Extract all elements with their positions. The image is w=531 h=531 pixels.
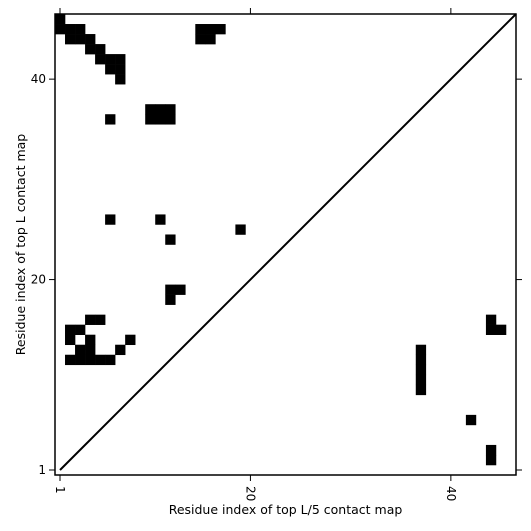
contact-cell [155, 104, 166, 115]
contact-cell [105, 114, 116, 125]
contact-cell [115, 64, 126, 75]
contact-cell [95, 314, 106, 325]
contact-cell [65, 24, 76, 35]
contact-cell [415, 384, 427, 396]
axis-ticks: 1 20 40 1 20 40 [31, 8, 522, 501]
contact-cell [175, 284, 186, 295]
contact-cell [115, 54, 126, 65]
contact-cell [65, 324, 76, 335]
contact-cell [485, 324, 497, 335]
contact-cell [95, 354, 106, 366]
contact-cell [145, 104, 156, 115]
contact-cell [125, 334, 136, 346]
y-tick-label: 20 [31, 273, 46, 287]
x-tick-label: 40 [444, 486, 458, 501]
contact-cell [85, 344, 96, 356]
contact-cell [485, 444, 497, 456]
contact-cell [155, 114, 166, 125]
diagonal-line [59, 13, 517, 471]
contact-cell [165, 114, 176, 125]
x-axis-label: Residue index of top L/5 contact map [169, 502, 403, 517]
contact-cell [145, 114, 156, 125]
contact-cell [95, 44, 106, 55]
contact-cell [85, 334, 96, 346]
contact-cell [195, 34, 206, 45]
plot-frame [54, 13, 517, 476]
contact-cell [115, 74, 126, 85]
contact-cell [105, 214, 116, 225]
contact-cell [75, 24, 86, 35]
contact-cell [85, 44, 96, 55]
contact-cell [415, 354, 427, 366]
x-tick-label: 20 [243, 486, 257, 501]
contact-cell [165, 294, 176, 305]
contact-cell [75, 344, 86, 356]
contact-cell [415, 374, 427, 386]
contact-cell [215, 24, 226, 35]
contact-cell [75, 354, 86, 366]
y-axis-label: Residue index of top L contact map [13, 134, 28, 355]
contact-cell [465, 414, 477, 426]
contact-cell [205, 24, 216, 35]
contact-cell [485, 454, 497, 466]
contact-cell [235, 224, 246, 235]
y-tick-label: 40 [31, 72, 46, 86]
contact-cell [195, 24, 206, 35]
contact-cells [55, 14, 507, 466]
contact-cell [65, 354, 76, 366]
contact-cell [165, 284, 176, 295]
y-tick-label: 1 [38, 463, 46, 477]
contact-cell [115, 344, 126, 356]
contact-cell [85, 34, 96, 45]
contact-cell [495, 324, 507, 335]
contact-cell [205, 34, 216, 45]
contact-cell [85, 314, 96, 325]
contact-cell [165, 104, 176, 115]
contact-cell [415, 364, 427, 376]
contact-cell [95, 54, 106, 65]
contact-cell [65, 334, 76, 346]
contact-cell [105, 64, 116, 75]
contact-cell [485, 314, 497, 325]
contact-cell [85, 354, 96, 366]
contact-cell [55, 24, 66, 35]
contact-cell [165, 234, 176, 245]
contact-cell [65, 34, 76, 45]
contact-cell [75, 34, 86, 45]
contact-cell [105, 54, 116, 65]
contact-cell [155, 214, 166, 225]
contact-cell [105, 354, 116, 366]
contact-cell [415, 344, 427, 356]
contact-cell [55, 14, 66, 25]
contact-cell [75, 324, 86, 335]
x-tick-label: 1 [53, 486, 67, 494]
